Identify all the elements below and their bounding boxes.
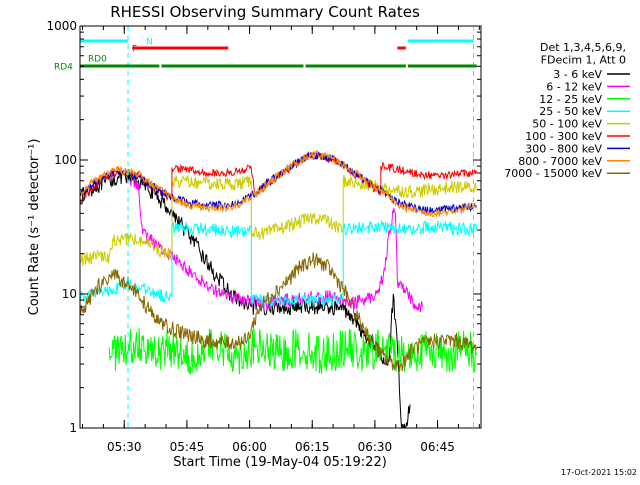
series-line-0 — [80, 169, 411, 428]
legend-label-7: 800 - 7000 keV — [518, 155, 602, 168]
legend-header-0: Det 1,3,4,5,6,9, — [540, 41, 626, 54]
axis-ticks: 05:30 05:45 06:00 06:15 06:30 06:45 1 10 100 1000 — [46, 19, 481, 454]
chart-title: RHESSI Observing Summary Count Rates — [110, 3, 420, 21]
flag-label-1: F — [132, 45, 137, 55]
legend-label-5: 100 - 300 keV — [525, 130, 602, 143]
legend-header-1: FDecim 1, Att 0 — [541, 54, 626, 67]
series-line-4 — [80, 174, 478, 266]
x-tick-label-3: 06:15 — [295, 440, 330, 454]
series-line-3 — [80, 219, 478, 308]
legend-label-3: 25 - 50 keV — [539, 105, 602, 118]
vertical-lines — [127, 26, 474, 428]
y-tick-label-3: 1000 — [46, 19, 77, 33]
series-line-8 — [80, 252, 478, 372]
x-tick-label-0: 05:30 — [107, 440, 142, 454]
x-tick-label-4: 06:30 — [358, 440, 393, 454]
y-tick-label-1: 10 — [62, 287, 77, 301]
legend-label-8: 7000 - 15000 keV — [504, 167, 602, 180]
legend-label-4: 50 - 100 keV — [532, 118, 602, 131]
series-line-1 — [129, 174, 423, 313]
x-tick-label-5: 06:45 — [420, 440, 455, 454]
flag-label-2: RD0 — [88, 55, 107, 65]
x-tick-label-2: 06:00 — [232, 440, 267, 454]
x-axis-label: Start Time (19-May-04 05:19:22) — [173, 455, 387, 470]
legend-label-0: 3 - 6 keV — [553, 68, 602, 81]
plot-frame — [79, 25, 482, 429]
series-line-7 — [80, 149, 478, 218]
y-tick-label-2: 100 — [54, 153, 77, 167]
flag-bars: NF RD0 RD4 — [54, 38, 477, 73]
legend: Det 1,3,4,5,6,9,FDecim 1, Att 03 - 6 keV… — [504, 41, 630, 180]
flag-label-3: RD4 — [54, 63, 73, 73]
series-line-2 — [108, 327, 478, 375]
legend-label-2: 12 - 25 keV — [539, 93, 602, 106]
legend-label-1: 6 - 12 keV — [546, 80, 602, 93]
legend-label-6: 300 - 800 keV — [525, 142, 602, 155]
x-tick-label-1: 05:45 — [170, 440, 205, 454]
footer-timestamp: 17-Oct-2021 15:02 — [561, 468, 637, 477]
series-layer — [80, 149, 478, 428]
flag-label-0: N — [146, 38, 153, 48]
y-axis-label: Count Rate (s⁻¹ detector⁻¹) — [27, 139, 42, 316]
y-tick-label-0: 1 — [69, 421, 77, 435]
